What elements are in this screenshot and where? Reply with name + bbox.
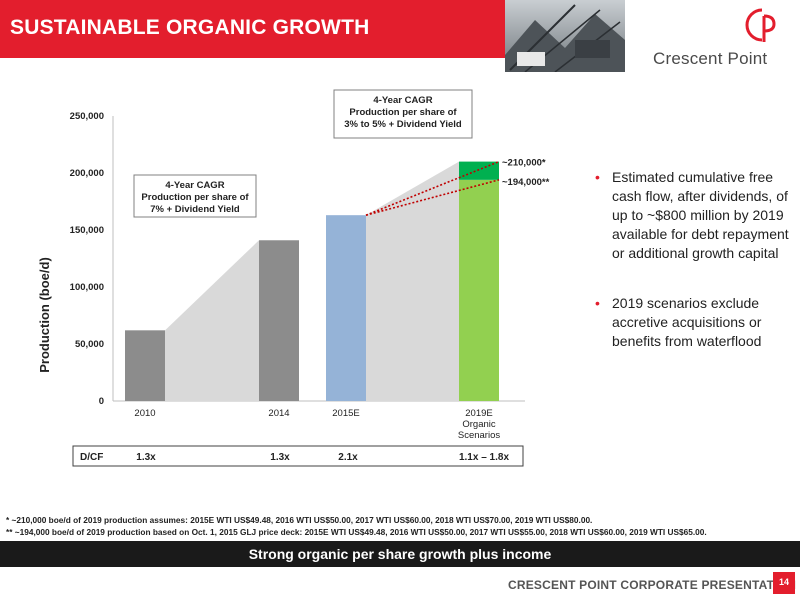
summary-banner: Strong organic per share growth plus inc…: [0, 541, 800, 567]
banner-text: Strong organic per share growth plus inc…: [248, 546, 552, 562]
x-tick-label: Scenarios: [458, 430, 500, 441]
bullet-dot-icon: •: [595, 169, 600, 185]
page-number: 14: [778, 577, 789, 587]
dcf-row-box: [72, 445, 524, 467]
dcf-value: 1.3x: [270, 452, 290, 463]
growth-band-right: [366, 161, 459, 401]
y-tick-label: 0: [99, 396, 104, 407]
bullet-dot-icon: •: [595, 295, 600, 311]
y-tick-label: 250,000: [70, 111, 104, 122]
cagr-box-right-line: 3% to 5% + Dividend Yield: [344, 119, 462, 130]
production-chart: Production (boe/d) 0 50,000 100,000 150,000…: [37, 89, 550, 467]
bullet-item: • 2019 scenarios exclude accretive acquis…: [595, 295, 762, 349]
company-logo: Crescent Point: [640, 6, 800, 68]
cagr-box-left-line: 4-Year CAGR: [165, 180, 224, 191]
y-tick-label: 100,000: [70, 282, 104, 293]
x-tick-label: Organic: [462, 419, 496, 430]
dcf-value: 1.1x – 1.8x: [459, 452, 509, 463]
y-tick-label: 200,000: [70, 168, 104, 179]
rig-photo-image: [505, 0, 625, 72]
logo-text: Crescent Point: [653, 49, 768, 68]
header-photo: [505, 0, 625, 72]
growth-band-left: [165, 240, 259, 401]
dotted-line-low: [365, 179, 500, 216]
header-bar: SUSTAINABLE ORGANIC GROWTH: [0, 0, 505, 58]
cagr-box-right: [333, 89, 473, 139]
x-tick-label: 2014: [268, 408, 289, 419]
page-title: SUSTAINABLE ORGANIC GROWTH: [10, 16, 370, 39]
x-tick-label: 2010: [134, 408, 155, 419]
page-number-badge: 14: [773, 572, 795, 594]
y-tick-label: 50,000: [75, 339, 104, 350]
y-tick-label: 150,000: [70, 225, 104, 236]
x-tick-label: 2015E: [332, 408, 359, 419]
dcf-value: 1.3x: [136, 452, 156, 463]
footer-corp-text: CRESCENT POINT CORPORATE PRESENTATION: [508, 578, 797, 592]
cagr-box-left-line: Production per share of: [141, 192, 249, 203]
bar-2015e: [326, 215, 366, 401]
high-scenario-label: ~210,000*: [502, 158, 546, 169]
cagr-box-right-line: 4-Year CAGR: [373, 95, 432, 106]
y-axis-label: Production (boe/d): [37, 257, 52, 373]
bar-2019e: [459, 179, 499, 401]
bullet-list: • Estimated cumulative free cash flow, af…: [595, 168, 795, 382]
footnote-1: * ~210,000 boe/d of 2019 production assu…: [6, 515, 593, 525]
cagr-box-left: [133, 174, 257, 218]
low-scenario-label: ~194,000**: [502, 177, 550, 188]
bar-2010: [125, 330, 165, 401]
dcf-value: 2.1x: [338, 452, 358, 463]
crescent-point-logo-icon: [745, 8, 776, 42]
dcf-label: D/CF: [80, 452, 103, 463]
cagr-box-right-line: Production per share of: [349, 107, 457, 118]
footnotes: * ~210,000 boe/d of 2019 production assu…: [6, 514, 707, 538]
bullet-item: • Estimated cumulative free cash flow, af…: [595, 169, 789, 261]
x-tick-label: 2019E: [465, 408, 492, 419]
footnote-2: ** ~194,000 boe/d of 2019 production bas…: [6, 527, 707, 537]
bar-2014: [259, 240, 299, 401]
cagr-box-left-line: 7% + Dividend Yield: [150, 204, 240, 215]
